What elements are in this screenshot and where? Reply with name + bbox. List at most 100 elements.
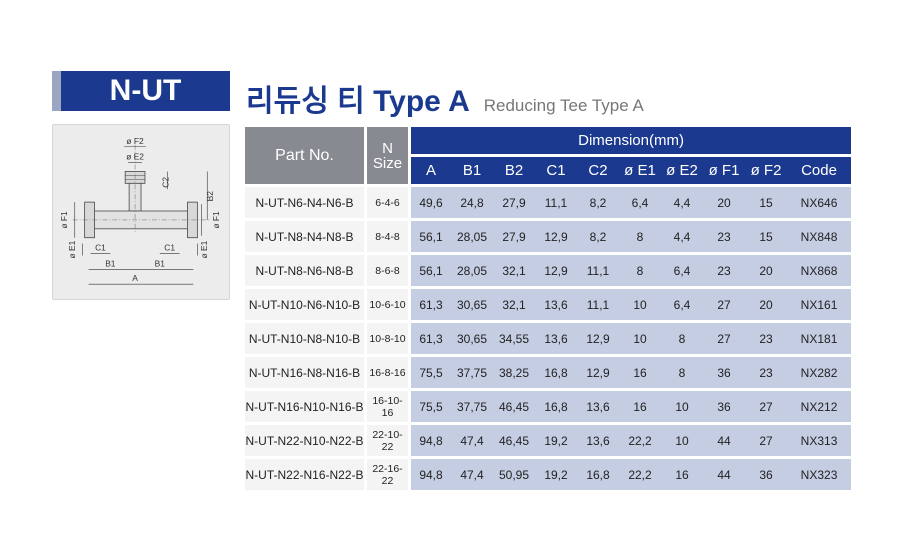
table-row: N-UT-N22-N10-N22-B 22-10-22 94,8 47,4 46,45 1… — [245, 425, 852, 456]
product-code: N-UT — [109, 74, 182, 107]
part-number-cell: N-UT-N16-N10-N16-B — [245, 391, 367, 422]
label-e1-left: ø E1 — [67, 240, 77, 258]
dimension-cell-f1: 36 — [703, 391, 745, 422]
dimension-cell-a: 75,5 — [411, 391, 451, 422]
dimension-cell-c1: 19,2 — [535, 459, 577, 490]
dimension-cell-f1: 44 — [703, 425, 745, 456]
dimension-cell-f2: 36 — [745, 459, 787, 490]
dimension-cell-f2: 20 — [745, 289, 787, 320]
dimension-cell-code: NX161 — [787, 289, 852, 320]
dimension-cell-b1: 24,8 — [451, 187, 493, 218]
dimension-cell-code: NX848 — [787, 221, 852, 252]
product-code-badge: N-UT — [52, 71, 230, 111]
part-number-cell: N-UT-N22-N10-N22-B — [245, 425, 367, 456]
dimension-cell-e1: 6,4 — [619, 187, 661, 218]
part-number-cell: N-UT-N6-N4-N6-B — [245, 187, 367, 218]
size-header-line2: Size — [372, 154, 403, 172]
label-b1-right: B1 — [155, 258, 166, 268]
part-number-cell: N-UT-N10-N6-N10-B — [245, 289, 367, 320]
dimension-cell-e2: 16 — [661, 459, 703, 490]
dimension-cell-c2: 13,6 — [577, 391, 619, 422]
dimension-cell-a: 49,6 — [411, 187, 451, 218]
dimension-cell-b2: 32,1 — [493, 255, 535, 286]
label-a: A — [132, 273, 138, 283]
dimension-cell-b2: 32,1 — [493, 289, 535, 320]
dimension-cell-code: NX282 — [787, 357, 852, 388]
column-header: Code — [787, 157, 852, 184]
dimension-cell-f1: 44 — [703, 459, 745, 490]
label-e1-right: ø E1 — [199, 240, 209, 258]
part-number-cell: N-UT-N8-N6-N8-B — [245, 255, 367, 286]
size-cell: 10-8-10 — [367, 323, 411, 354]
part-number-cell: N-UT-N16-N8-N16-B — [245, 357, 367, 388]
dimension-cell-f1: 27 — [703, 323, 745, 354]
dimension-cell-a: 56,1 — [411, 255, 451, 286]
dimension-cell-c2: 12,9 — [577, 357, 619, 388]
dimension-cell-e1: 10 — [619, 289, 661, 320]
dimension-cell-a: 75,5 — [411, 357, 451, 388]
dimension-cell-a: 94,8 — [411, 425, 451, 456]
dimension-cell-e1: 8 — [619, 255, 661, 286]
dimension-cell-e2: 8 — [661, 323, 703, 354]
table-row: N-UT-N10-N8-N10-B 10-8-10 61,3 30,65 34,55 13… — [245, 323, 852, 354]
dimension-cell-code: NX646 — [787, 187, 852, 218]
dimension-cell-b2: 38,25 — [493, 357, 535, 388]
table-row: N-UT-N10-N6-N10-B 10-6-10 61,3 30,65 32,1 13,… — [245, 289, 852, 320]
dimension-cell-a: 56,1 — [411, 221, 451, 252]
dimension-cell-code: NX323 — [787, 459, 852, 490]
dimension-cell-e1: 16 — [619, 391, 661, 422]
size-header: N Size — [367, 127, 411, 184]
dimension-cell-b2: 27,9 — [493, 221, 535, 252]
column-header: ø F2 — [745, 157, 787, 184]
dimension-cell-c2: 11,1 — [577, 255, 619, 286]
label-b1-left: B1 — [105, 258, 116, 268]
size-cell: 6-4-6 — [367, 187, 411, 218]
tee-drawing: ø F2 ø E2 C2 B2 ø F1 ø E1 ø F1 ø E1 C1 C… — [59, 136, 221, 285]
dimension-cell-code: NX313 — [787, 425, 852, 456]
part-number-cell: N-UT-N8-N4-N8-B — [245, 221, 367, 252]
dimension-cell-c2: 12,9 — [577, 323, 619, 354]
dimension-header: Dimension(mm) — [411, 127, 852, 154]
title-english: Reducing Tee Type A — [483, 96, 644, 115]
label-b2: B2 — [205, 191, 215, 202]
table-row: N-UT-N22-N16-N22-B 22-16-22 94,8 47,4 50,95 1… — [245, 459, 852, 490]
dimension-cell-c2: 8,2 — [577, 221, 619, 252]
dimension-cell-c1: 16,8 — [535, 357, 577, 388]
dimension-cell-c1: 12,9 — [535, 255, 577, 286]
dimension-cell-f2: 23 — [745, 323, 787, 354]
dimension-cell-e2: 6,4 — [661, 255, 703, 286]
dimension-cell-c2: 16,8 — [577, 459, 619, 490]
size-header-line1: N — [382, 139, 393, 157]
dimension-cell-code: NX868 — [787, 255, 852, 286]
dimension-cell-f1: 20 — [703, 187, 745, 218]
dimension-cell-f2: 23 — [745, 357, 787, 388]
dimension-cell-b2: 50,95 — [493, 459, 535, 490]
dimension-cell-b1: 47,4 — [451, 459, 493, 490]
label-c1-right: C1 — [164, 243, 175, 253]
dimension-cell-e2: 4,4 — [661, 187, 703, 218]
label-f1-left: ø F1 — [59, 211, 69, 229]
label-c2: C2 — [161, 177, 171, 188]
dimension-cell-b2: 46,45 — [493, 391, 535, 422]
dimension-cell-e1: 22,2 — [619, 425, 661, 456]
table-row: N-UT-N16-N10-N16-B 16-10-16 75,5 37,75 46,45… — [245, 391, 852, 422]
dimension-cell-e2: 4,4 — [661, 221, 703, 252]
dimension-cell-f2: 27 — [745, 391, 787, 422]
dimension-cell-b2: 34,55 — [493, 323, 535, 354]
column-header: ø F1 — [703, 157, 745, 184]
dimension-cell-c1: 11,1 — [535, 187, 577, 218]
dimension-cell-e2: 10 — [661, 391, 703, 422]
dimension-cell-b2: 27,9 — [493, 187, 535, 218]
dimension-cell-f1: 23 — [703, 255, 745, 286]
dimension-cell-c1: 16,8 — [535, 391, 577, 422]
label-f2: ø F2 — [126, 136, 144, 146]
part-number-cell: N-UT-N22-N16-N22-B — [245, 459, 367, 490]
table-row: N-UT-N16-N8-N16-B 16-8-16 75,5 37,75 38,25 16… — [245, 357, 852, 388]
dimension-cell-b1: 37,75 — [451, 357, 493, 388]
dimension-cell-a: 94,8 — [411, 459, 451, 490]
dimension-cell-c1: 13,6 — [535, 323, 577, 354]
table-row: N-UT-N8-N4-N8-B 8-4-8 56,1 28,05 27,9 12,9 8,2… — [245, 221, 852, 252]
column-header: B2 — [493, 157, 535, 184]
dimension-cell-e1: 10 — [619, 323, 661, 354]
label-c1-left: C1 — [95, 243, 106, 253]
